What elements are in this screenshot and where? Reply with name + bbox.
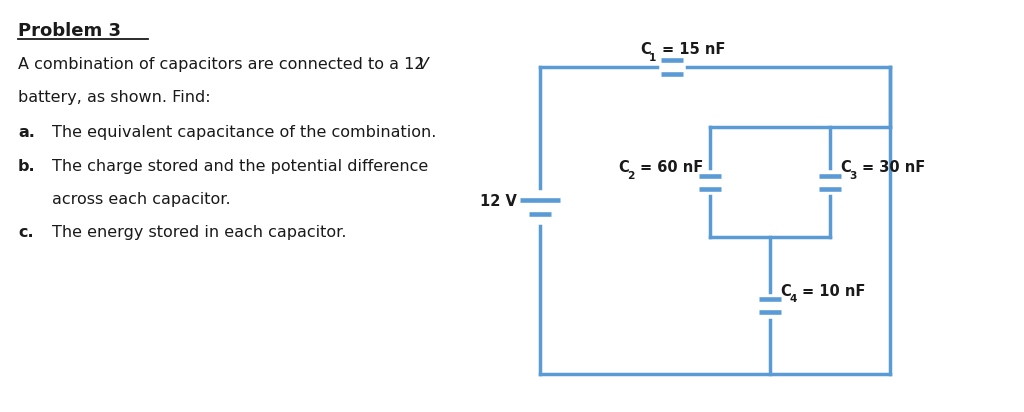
Text: C: C [780, 283, 791, 299]
Text: b.: b. [18, 159, 36, 174]
Text: 1: 1 [649, 53, 656, 63]
Text: The equivalent capacitance of the combination.: The equivalent capacitance of the combin… [52, 125, 436, 140]
Text: 2: 2 [627, 171, 635, 181]
Text: a.: a. [18, 125, 35, 140]
Text: The charge stored and the potential difference: The charge stored and the potential diff… [52, 159, 428, 174]
Text: 12 V: 12 V [480, 194, 517, 208]
Text: across each capacitor.: across each capacitor. [52, 192, 230, 207]
Text: = 10 nF: = 10 nF [802, 283, 865, 299]
Text: The energy stored in each capacitor.: The energy stored in each capacitor. [52, 225, 346, 240]
Text: C: C [840, 160, 851, 175]
Text: C: C [618, 160, 629, 175]
Text: = 60 nF: = 60 nF [640, 160, 703, 175]
Text: C: C [640, 42, 650, 57]
Text: battery, as shown. Find:: battery, as shown. Find: [18, 90, 211, 105]
Text: 4: 4 [790, 295, 797, 304]
Text: c.: c. [18, 225, 34, 240]
Text: 3: 3 [849, 171, 856, 181]
Text: = 15 nF: = 15 nF [662, 42, 725, 57]
Text: Problem 3: Problem 3 [18, 22, 121, 40]
Text: = 30 nF: = 30 nF [862, 160, 926, 175]
Text: A combination of capacitors are connected to a 12: A combination of capacitors are connecte… [18, 57, 430, 72]
Text: V: V [418, 57, 429, 72]
